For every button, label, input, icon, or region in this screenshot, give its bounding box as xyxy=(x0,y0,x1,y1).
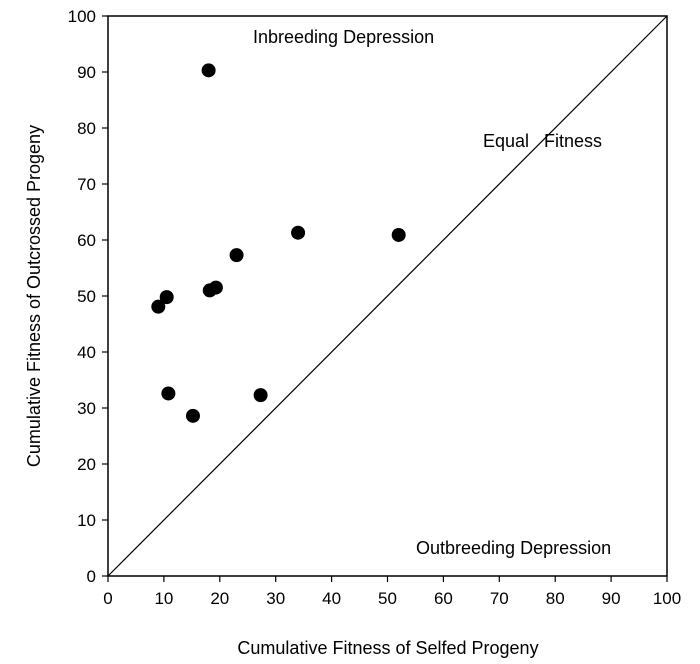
y-tick-label: 80 xyxy=(77,119,96,138)
x-tick-label: 50 xyxy=(378,589,397,608)
y-tick-label: 100 xyxy=(68,7,96,26)
x-tick-label: 60 xyxy=(434,589,453,608)
x-tick-label: 90 xyxy=(602,589,621,608)
equal-fitness-line xyxy=(107,15,668,577)
y-tick-label: 0 xyxy=(87,567,96,586)
x-tick-label: 70 xyxy=(490,589,509,608)
data-point xyxy=(253,388,268,403)
x-axis-ticks: 0 10 20 30 40 50 60 70 80 90 100 xyxy=(103,576,681,608)
x-tick-label: 20 xyxy=(210,589,229,608)
data-point xyxy=(291,225,306,240)
inbreeding-depression-label: Inbreeding Depression xyxy=(253,27,434,47)
x-tick-label: 10 xyxy=(154,589,173,608)
x-tick-label: 0 xyxy=(103,589,112,608)
x-tick-label: 100 xyxy=(653,589,681,608)
y-axis-ticks: 0 10 20 30 40 50 60 70 80 90 100 xyxy=(68,7,108,586)
data-point xyxy=(161,386,176,401)
equal-fitness-label: Equal Fitness xyxy=(483,131,602,151)
y-tick-label: 10 xyxy=(77,511,96,530)
y-tick-label: 20 xyxy=(77,455,96,474)
y-tick-label: 60 xyxy=(77,231,96,250)
x-tick-label: 40 xyxy=(322,589,341,608)
x-tick-label: 30 xyxy=(266,589,285,608)
data-point xyxy=(201,63,216,78)
y-tick-label: 50 xyxy=(77,287,96,306)
y-tick-label: 30 xyxy=(77,399,96,418)
y-tick-label: 40 xyxy=(77,343,96,362)
data-points xyxy=(151,63,406,423)
x-axis-title: Cumulative Fitness of Selfed Progeny xyxy=(237,638,538,658)
outbreeding-depression-label: Outbreeding Depression xyxy=(416,538,611,558)
data-point xyxy=(208,280,223,295)
data-point xyxy=(229,248,244,263)
y-tick-label: 90 xyxy=(77,63,96,82)
y-tick-label: 70 xyxy=(77,175,96,194)
x-tick-label: 80 xyxy=(546,589,565,608)
data-point xyxy=(151,299,166,314)
data-point xyxy=(391,227,406,242)
y-axis-title: Cumulative Fitness of Outcrossed Progeny xyxy=(24,125,44,467)
data-point xyxy=(159,290,174,305)
data-point xyxy=(185,408,200,423)
